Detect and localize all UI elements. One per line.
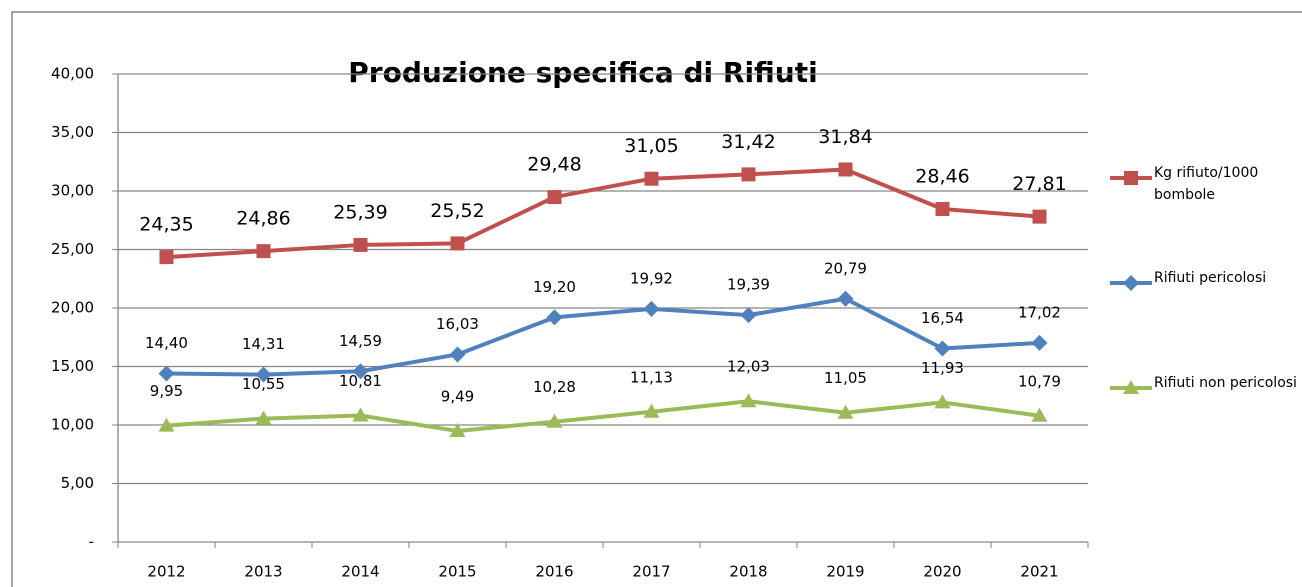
marker	[740, 307, 757, 324]
marker	[935, 202, 950, 217]
data-label: 10,81	[339, 372, 382, 390]
legend-swatch	[1110, 171, 1152, 185]
legend-label: Kg rifiuto/1000 bombole	[1154, 165, 1259, 203]
marker	[546, 309, 563, 326]
data-label: 17,02	[1018, 303, 1061, 321]
marker	[934, 394, 951, 409]
marker	[256, 244, 271, 259]
data-label: 12,03	[727, 358, 770, 376]
marker	[643, 403, 660, 418]
data-label: 20,79	[824, 259, 867, 277]
marker	[352, 363, 369, 380]
data-label: 29,48	[527, 154, 581, 176]
marker	[1123, 275, 1139, 291]
data-label: 11,93	[921, 359, 964, 377]
series-line	[166, 296, 1040, 377]
marker	[1123, 380, 1139, 394]
data-label: 14,59	[339, 332, 382, 350]
data-label: 11,05	[824, 369, 867, 387]
x-tick-label: 2016	[535, 563, 573, 581]
marker	[159, 250, 174, 265]
x-tick-label: 2015	[438, 563, 476, 581]
x-tick-label: 2020	[923, 563, 961, 581]
marker	[837, 290, 854, 307]
data-label: 19,39	[727, 276, 770, 294]
data-label: 31,42	[721, 131, 775, 153]
marker	[352, 407, 369, 422]
x-tick-label: 2013	[244, 563, 282, 581]
x-tick-label: 2021	[1020, 563, 1058, 581]
data-label: 19,20	[533, 278, 576, 296]
marker	[934, 340, 951, 357]
chart-title: Produzione specifica di Rifiuti	[348, 56, 817, 89]
legend-swatch	[1110, 275, 1152, 291]
legend-item: Rifiuti pericolosi	[1108, 267, 1302, 291]
legend-swatch	[1110, 380, 1152, 394]
data-label: 9,49	[441, 387, 474, 405]
chart-border	[11, 11, 1302, 587]
y-tick-label: -	[89, 533, 94, 551]
y-tick-label: 35,00	[51, 123, 94, 141]
marker	[450, 236, 465, 251]
series-line	[166, 167, 1040, 260]
data-label: 10,55	[242, 375, 285, 393]
legend-item: Rifiuti non pericolosi	[1108, 372, 1302, 396]
legend-label: Rifiuti pericolosi	[1154, 270, 1267, 286]
data-label: 14,31	[242, 335, 285, 353]
marker	[158, 365, 175, 382]
data-label: 24,86	[236, 208, 290, 230]
x-tick-label: 2017	[632, 563, 670, 581]
marker	[741, 167, 756, 182]
data-label: 10,28	[533, 378, 576, 396]
data-label: 31,05	[624, 135, 678, 157]
y-tick-label: 20,00	[51, 299, 94, 317]
marker	[255, 410, 272, 425]
marker	[547, 190, 562, 205]
data-label: 19,92	[630, 269, 673, 287]
marker	[644, 171, 659, 186]
x-tick-label: 2019	[826, 563, 864, 581]
data-label: 9,95	[150, 382, 183, 400]
x-tick-label: 2014	[341, 563, 379, 581]
marker	[158, 417, 175, 432]
marker	[1031, 334, 1048, 351]
marker	[643, 300, 660, 317]
marker	[546, 413, 563, 428]
data-label: 10,79	[1018, 372, 1061, 390]
marker	[1032, 209, 1047, 224]
data-label: 14,40	[145, 334, 188, 352]
marker	[1124, 171, 1138, 185]
marker	[837, 404, 854, 419]
data-label: 24,35	[139, 214, 193, 236]
y-tick-label: 25,00	[51, 240, 94, 258]
marker	[740, 393, 757, 408]
x-tick-label: 2012	[147, 563, 185, 581]
marker	[1031, 407, 1048, 422]
data-label: 27,81	[1012, 173, 1066, 195]
data-label: 31,84	[818, 126, 872, 148]
x-tick-label: 2018	[729, 563, 767, 581]
marker	[353, 237, 368, 252]
data-label: 28,46	[915, 166, 969, 188]
legend-item: Kg rifiuto/1000 bombole	[1108, 162, 1302, 206]
data-label: 25,52	[430, 200, 484, 222]
y-tick-label: 30,00	[51, 182, 94, 200]
data-label: 25,39	[333, 201, 387, 223]
y-tick-label: 10,00	[51, 416, 94, 434]
marker	[255, 366, 272, 383]
data-label: 16,54	[921, 309, 964, 327]
y-tick-label: 15,00	[51, 357, 94, 375]
legend-label: Rifiuti non pericolosi	[1154, 375, 1297, 391]
series-line	[166, 399, 1040, 433]
marker	[449, 422, 466, 437]
marker	[838, 162, 853, 177]
data-label: 11,13	[630, 368, 673, 386]
y-tick-label: 40,00	[51, 65, 94, 83]
y-tick-label: 5,00	[61, 474, 94, 492]
marker	[449, 346, 466, 363]
data-label: 16,03	[436, 315, 479, 333]
